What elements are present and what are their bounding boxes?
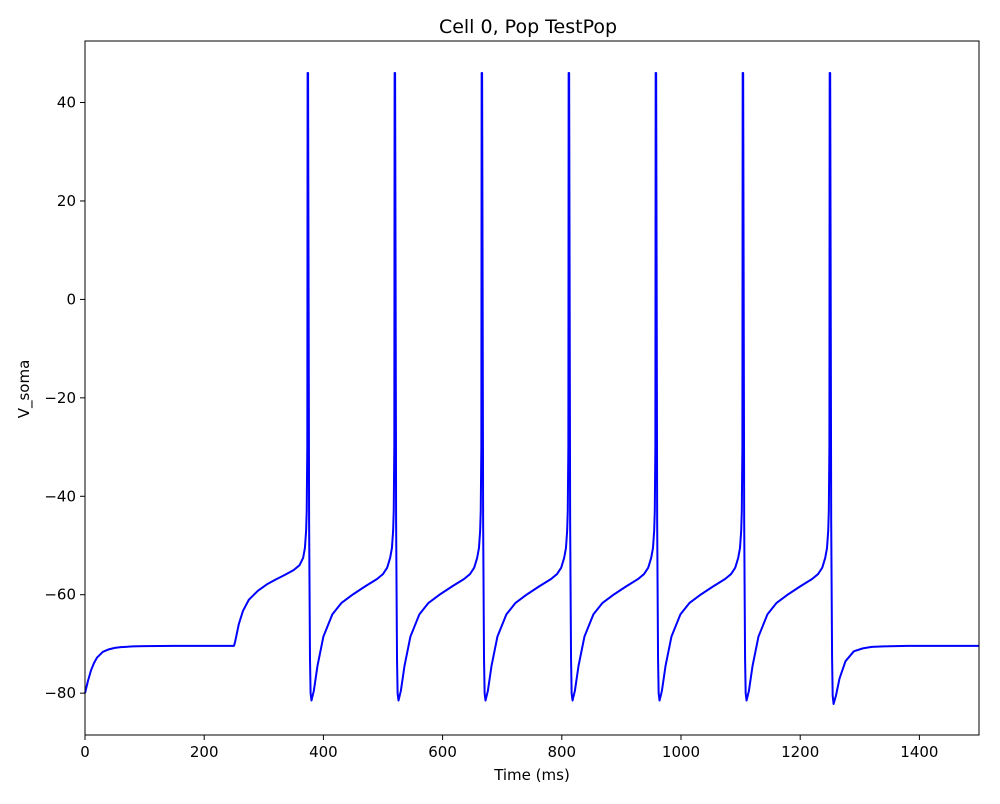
y-axis-label: V_soma [15, 360, 34, 419]
x-tick-label: 0 [80, 743, 90, 761]
y-tick-label: 20 [57, 192, 76, 210]
y-tick-label: −80 [44, 684, 76, 702]
chart-title: Cell 0, Pop TestPop [439, 16, 617, 38]
plot-area [84, 40, 980, 736]
x-tick-label: 1000 [662, 743, 700, 761]
x-tick-label: 600 [428, 743, 457, 761]
y-tick-label: 40 [57, 94, 76, 112]
x-tick-label: 800 [547, 743, 576, 761]
y-tick-label: −20 [44, 389, 76, 407]
x-tick-label: 1200 [781, 743, 819, 761]
y-tick-label: −60 [44, 586, 76, 604]
x-axis: 0 200 400 600 800 1000 1200 1400 [80, 735, 938, 761]
axes-frame [84, 40, 980, 736]
series-line [84, 71, 979, 705]
x-tick-label: 1400 [900, 743, 938, 761]
x-tick-label: 200 [190, 743, 219, 761]
y-tick-label: −40 [44, 487, 76, 505]
y-tick-label: 0 [66, 290, 76, 308]
x-tick-label: 400 [309, 743, 338, 761]
x-axis-label: Time (ms) [493, 766, 570, 784]
y-axis: −80 −60 −40 −20 0 20 40 [44, 94, 85, 702]
